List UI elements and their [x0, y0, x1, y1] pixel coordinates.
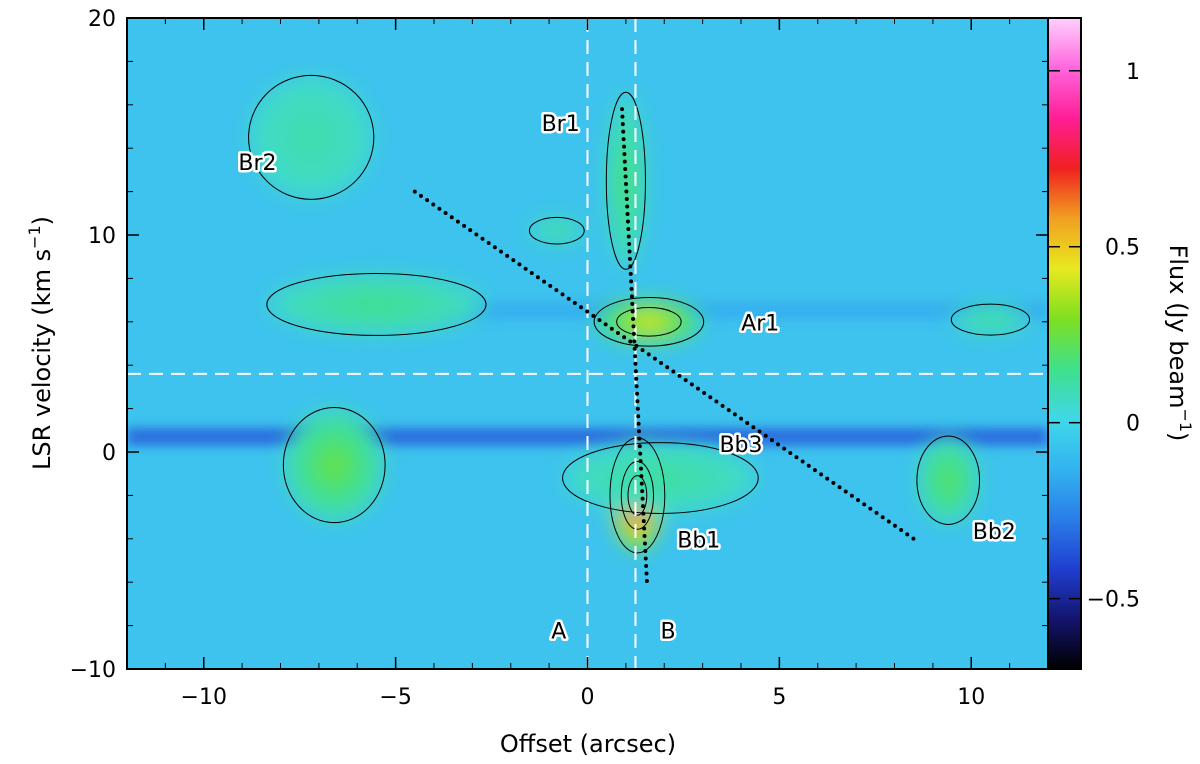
annotation-a: A	[551, 620, 566, 645]
annotation-ar1: Ar1	[741, 311, 779, 336]
emission-blob	[639, 317, 658, 326]
plot-area	[127, 18, 1048, 669]
emission-blob	[358, 299, 395, 310]
x-tick-label: 0	[581, 685, 595, 710]
y-axis-label-close: )	[28, 216, 56, 225]
colorbar-ticks: −0.5 0 0.5 1	[1048, 60, 1140, 613]
y-axis-label-sup: −1	[25, 225, 44, 249]
emission-blob	[943, 472, 954, 488]
colorbar: −0.5 0 0.5 1 Flux (Jy beam−1)	[1047, 17, 1195, 670]
contour	[593, 296, 705, 347]
annotation-b: B	[661, 620, 676, 645]
colorbar-tick-label: 1	[1126, 60, 1140, 85]
x-tick-label: 10	[957, 685, 985, 710]
emission-blob	[300, 127, 322, 148]
y-tick-label: 10	[88, 224, 116, 249]
contour	[562, 442, 759, 514]
colorbar-label-close: )	[1164, 432, 1192, 441]
emission-blob	[644, 472, 677, 484]
contour	[627, 475, 648, 516]
contour	[266, 272, 487, 336]
contour	[605, 91, 646, 270]
contour	[616, 306, 682, 337]
colorbar-label-main: Flux (Jy beam	[1164, 245, 1192, 409]
contour	[916, 435, 981, 525]
contour	[528, 216, 585, 245]
y-axis-label: LSR velocity (km s−1)	[25, 216, 56, 470]
contour	[950, 303, 1031, 336]
annotation-bb3: Bb3	[719, 433, 762, 458]
x-axis: −10 −5 0 5 10	[126, 18, 1049, 710]
y-tick-label: 20	[88, 7, 116, 32]
annotation-bb1: Bb1	[677, 528, 720, 553]
emission-layer	[249, 76, 1029, 552]
annotation-br1: Br1	[542, 112, 580, 137]
y-tick-label: −10	[70, 658, 116, 683]
contour	[248, 74, 375, 200]
annotation-br2: Br2	[238, 151, 276, 176]
colorbar-label: Flux (Jy beam−1)	[1164, 245, 1195, 442]
x-tick-label: −5	[379, 685, 411, 710]
annotation-layer: Br2 Br1 Ar1 Bb3 Bb1 Bb2 A B	[236, 109, 1018, 647]
emission-blob	[622, 166, 630, 196]
contour-layer	[248, 74, 1031, 554]
contour	[282, 406, 386, 524]
colorbar-tick-label: −0.5	[1087, 588, 1140, 613]
contour	[620, 461, 655, 530]
colorbar-frame	[1047, 17, 1082, 670]
y-axis-label-main: LSR velocity (km s	[28, 249, 56, 470]
emission-blob	[325, 455, 343, 475]
colorbar-tick-label: 0	[1126, 412, 1140, 437]
emission-blob	[984, 317, 997, 323]
x-tick-label: −10	[181, 685, 227, 710]
annotation-bb2: Bb2	[973, 520, 1016, 545]
colorbar-tick-label: 0.5	[1105, 236, 1140, 261]
colorbar-gradient	[1048, 18, 1081, 669]
y-axis: −10 0 10 20	[70, 7, 1048, 683]
x-axis-label: Offset (arcsec)	[500, 730, 676, 758]
emission-blob	[552, 228, 562, 233]
y-tick-label: 0	[102, 441, 116, 466]
x-tick-label: 5	[772, 685, 786, 710]
contour	[609, 437, 666, 554]
colorbar-label-sup: −1	[1176, 408, 1195, 432]
